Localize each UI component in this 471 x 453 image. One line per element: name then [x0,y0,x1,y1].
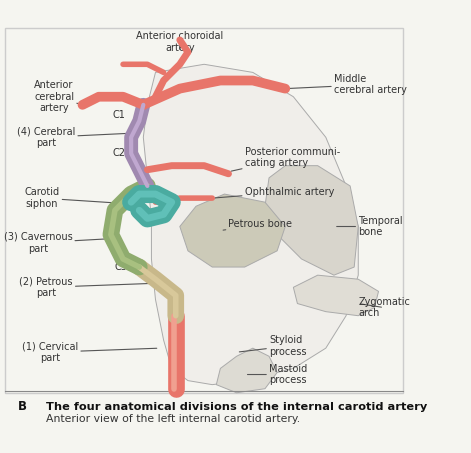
Polygon shape [216,348,277,393]
Polygon shape [265,166,358,275]
Text: C5: C5 [114,262,128,272]
Text: Ophthalmic artery: Ophthalmic artery [215,187,334,198]
Text: C2: C2 [113,148,125,158]
Polygon shape [143,64,358,385]
Text: Temporal
bone: Temporal bone [337,216,403,237]
Text: Zygomatic
arch: Zygomatic arch [358,297,410,318]
Text: (1) Cervical
part: (1) Cervical part [22,342,157,363]
Text: Styloid
process: Styloid process [239,335,307,357]
Text: Anterior choroidal
artery: Anterior choroidal artery [136,31,223,53]
Text: B: B [17,400,26,414]
Text: C3: C3 [157,195,170,205]
Text: (2) Petrous
part: (2) Petrous part [19,276,153,298]
Text: (3) Cavernous
part: (3) Cavernous part [3,232,108,254]
Text: Middle
cerebral artery: Middle cerebral artery [288,74,407,96]
Text: Anterior view of the left internal carotid artery.: Anterior view of the left internal carot… [46,414,300,424]
Text: C4: C4 [105,219,117,230]
Polygon shape [180,194,285,267]
Text: Mastoid
process: Mastoid process [247,364,307,386]
FancyBboxPatch shape [6,28,403,393]
Text: Petrous bone: Petrous bone [223,219,292,230]
Text: (4) Cerebral
part: (4) Cerebral part [17,126,129,148]
Text: C1: C1 [113,110,125,120]
Text: The four anatomical divisions of the internal carotid artery: The four anatomical divisions of the int… [46,402,427,412]
Text: Posterior communi-
cating artery: Posterior communi- cating artery [231,147,340,171]
Polygon shape [293,275,379,316]
Text: Anterior
cerebral
artery: Anterior cerebral artery [34,80,80,113]
Text: Carotid
siphon: Carotid siphon [24,187,132,209]
